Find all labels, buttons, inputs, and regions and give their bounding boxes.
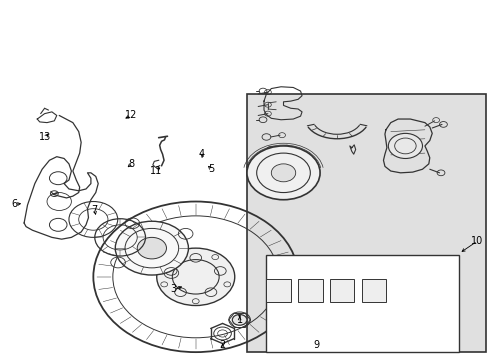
Text: 3: 3 <box>170 284 177 294</box>
Circle shape <box>387 134 422 158</box>
Circle shape <box>115 221 188 275</box>
Text: 7: 7 <box>91 206 98 216</box>
Text: 11: 11 <box>149 166 162 176</box>
Text: 13: 13 <box>40 132 52 142</box>
Text: 2: 2 <box>219 340 225 350</box>
Text: 6: 6 <box>11 199 18 210</box>
Circle shape <box>137 237 166 259</box>
Bar <box>361 279 385 302</box>
Circle shape <box>271 164 295 182</box>
Circle shape <box>157 248 234 306</box>
Bar <box>246 94 485 352</box>
Text: 8: 8 <box>128 159 134 169</box>
Bar <box>298 279 322 302</box>
Text: 12: 12 <box>125 111 137 121</box>
Bar <box>266 279 290 302</box>
Circle shape <box>232 315 246 325</box>
Bar <box>266 255 458 352</box>
Text: 9: 9 <box>313 340 319 350</box>
Text: 5: 5 <box>208 164 214 174</box>
Text: 10: 10 <box>470 236 483 246</box>
Circle shape <box>246 146 320 200</box>
Text: 4: 4 <box>199 149 205 159</box>
Bar <box>329 279 353 302</box>
Text: 1: 1 <box>236 315 242 325</box>
